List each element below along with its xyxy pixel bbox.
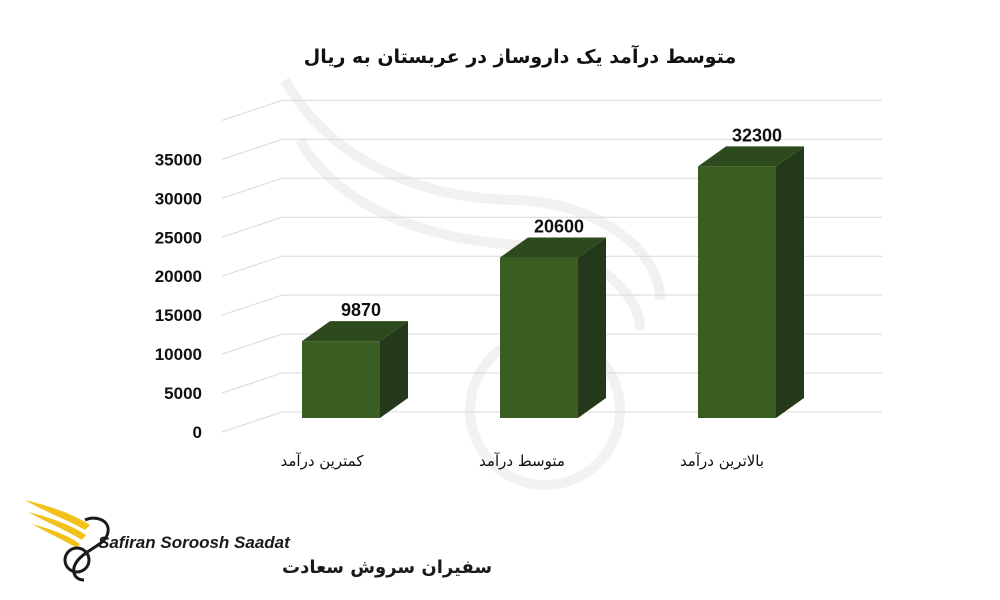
- grid-line-depth: [221, 411, 283, 433]
- y-tick-label: 15000: [155, 306, 202, 325]
- y-tick-label: 5000: [164, 384, 202, 403]
- bar-side-face: [578, 237, 606, 418]
- grid-line-depth: [221, 294, 283, 316]
- bar-front-face: [302, 341, 380, 418]
- y-tick-label: 0: [193, 423, 202, 442]
- category-label: کمترین درآمد: [281, 452, 365, 470]
- bar-top-face: [500, 237, 606, 258]
- grid-line-depth: [221, 372, 283, 394]
- data-label: 32300: [732, 125, 782, 145]
- y-tick-label: 10000: [155, 345, 202, 364]
- y-tick-label: 25000: [155, 228, 202, 247]
- grid-line-depth: [221, 138, 283, 160]
- bar-top-face: [302, 321, 408, 342]
- bar: [302, 321, 408, 418]
- grid-line-depth: [221, 99, 283, 121]
- grid-line-depth: [221, 216, 283, 238]
- data-label: 9870: [341, 300, 381, 320]
- bar-top-face: [698, 146, 804, 167]
- wing-logo-icon: [25, 500, 110, 582]
- grid-line-depth: [221, 255, 283, 277]
- y-tick-label: 30000: [155, 189, 202, 208]
- data-labels: 9870 20600 32300: [341, 125, 782, 320]
- brand-name-english: Safiran Soroosh Saadat: [98, 533, 291, 552]
- x-axis-category-labels: کمترین درآمد متوسط درآمد بالاترین درآمد: [281, 452, 765, 470]
- chart-title: متوسط درآمد یک داروساز در عربستان به ریا…: [304, 44, 736, 68]
- y-axis-tick-labels: 0 5000 10000 15000 20000 25000 30000 35000: [155, 150, 202, 442]
- y-tick-label: 20000: [155, 267, 202, 286]
- bar: [500, 237, 606, 418]
- brand-logo: Safiran Soroosh Saadat سفیران سروش سعادت: [25, 500, 492, 582]
- bar-front-face: [500, 257, 578, 418]
- y-tick-label: 35000: [155, 150, 202, 169]
- bar: [698, 146, 804, 418]
- brand-name-persian: سفیران سروش سعادت: [282, 557, 492, 578]
- bars: [302, 146, 804, 418]
- bar-front-face: [698, 166, 776, 418]
- bar-side-face: [776, 146, 804, 418]
- category-label: بالاترین درآمد: [680, 452, 764, 470]
- bar-side-face: [380, 321, 408, 418]
- grid-line-depth: [221, 333, 283, 355]
- category-label: متوسط درآمد: [479, 452, 565, 470]
- grid-line-depth: [221, 177, 283, 199]
- data-label: 20600: [534, 217, 584, 237]
